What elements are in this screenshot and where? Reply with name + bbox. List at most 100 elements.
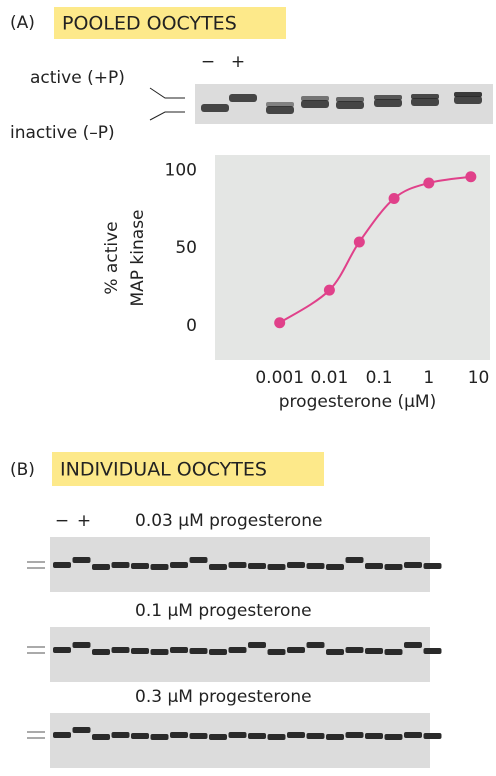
band bbox=[287, 647, 305, 653]
gel-label: 0.03 µM progesterone bbox=[135, 511, 322, 531]
band bbox=[53, 647, 71, 653]
x-axis-label: progesterone (µM) bbox=[279, 392, 436, 412]
band bbox=[326, 564, 344, 570]
band bbox=[131, 648, 149, 654]
band bbox=[228, 647, 247, 653]
panel-label: (A) bbox=[10, 13, 35, 33]
band bbox=[306, 563, 325, 569]
x-tick-label: 0.001 bbox=[255, 368, 304, 388]
band bbox=[365, 733, 383, 739]
chart: 0 50 100 0.001 0.01 0.1 1 10 progesterone (µM) % … bbox=[102, 155, 490, 412]
gel bbox=[50, 627, 430, 682]
band bbox=[287, 562, 305, 568]
lane-marker bbox=[27, 731, 45, 739]
band bbox=[374, 99, 402, 107]
data-point bbox=[465, 171, 477, 183]
band bbox=[92, 564, 110, 570]
band bbox=[111, 562, 130, 568]
band bbox=[374, 95, 402, 100]
band bbox=[150, 734, 169, 740]
band bbox=[301, 100, 329, 108]
band bbox=[189, 648, 208, 654]
x-tick-label: 0.01 bbox=[310, 368, 348, 388]
panel-title: POOLED OOCYTES bbox=[62, 13, 237, 35]
band bbox=[267, 564, 286, 570]
band bbox=[345, 732, 364, 738]
band bbox=[150, 649, 169, 655]
gel bbox=[50, 713, 430, 768]
x-tick-label: 10 bbox=[468, 368, 490, 388]
y-tick-label: 50 bbox=[175, 238, 197, 258]
lane-marker bbox=[27, 561, 45, 569]
band bbox=[306, 642, 325, 648]
title-highlight bbox=[52, 452, 324, 486]
band bbox=[266, 106, 294, 114]
band bbox=[131, 733, 149, 739]
y-tick-label: 0 bbox=[186, 316, 197, 336]
band bbox=[326, 649, 344, 655]
band bbox=[454, 96, 482, 104]
band-label: inactive (–P) bbox=[10, 123, 115, 143]
band bbox=[189, 733, 208, 739]
band bbox=[92, 734, 110, 740]
plot-area bbox=[215, 155, 490, 360]
band bbox=[404, 562, 422, 568]
band bbox=[306, 733, 325, 739]
band bbox=[345, 557, 364, 563]
band bbox=[72, 642, 91, 648]
band bbox=[287, 732, 305, 738]
band bbox=[423, 648, 442, 654]
lane-label: + bbox=[77, 511, 91, 531]
band bbox=[92, 649, 110, 655]
data-point bbox=[388, 192, 400, 204]
band bbox=[267, 734, 286, 740]
band bbox=[111, 647, 130, 653]
y-tick-label: 100 bbox=[165, 161, 197, 181]
band bbox=[170, 562, 188, 568]
panel-label: (B) bbox=[10, 460, 35, 480]
data-point bbox=[353, 236, 365, 248]
data-point bbox=[274, 317, 286, 329]
band bbox=[248, 733, 266, 739]
title-highlight bbox=[54, 7, 286, 39]
band bbox=[201, 104, 229, 112]
lane-label: − bbox=[201, 52, 215, 72]
y-axis-label: MAP kinase bbox=[128, 209, 148, 306]
band bbox=[384, 649, 403, 655]
band bbox=[209, 734, 227, 740]
band bbox=[170, 647, 188, 653]
band bbox=[111, 732, 130, 738]
band bbox=[72, 727, 91, 733]
band bbox=[209, 564, 227, 570]
panel-title: INDIVIDUAL OOCYTES bbox=[60, 459, 267, 481]
lane-label: − bbox=[55, 511, 69, 531]
band bbox=[150, 564, 169, 570]
band bbox=[454, 92, 482, 97]
band bbox=[53, 732, 71, 738]
gel-bands bbox=[27, 537, 442, 768]
band bbox=[266, 102, 294, 107]
band bbox=[365, 563, 383, 569]
band bbox=[336, 97, 364, 102]
x-tick-label: 0.1 bbox=[366, 368, 393, 388]
band bbox=[404, 642, 422, 648]
gel-bands bbox=[201, 92, 482, 114]
band bbox=[423, 563, 442, 569]
band bbox=[170, 732, 188, 738]
band bbox=[411, 94, 439, 99]
band bbox=[301, 96, 329, 101]
band bbox=[267, 649, 286, 655]
band bbox=[229, 94, 257, 102]
band bbox=[228, 732, 247, 738]
band-label: active (+P) bbox=[30, 68, 125, 88]
band bbox=[248, 563, 266, 569]
band bbox=[209, 649, 227, 655]
band bbox=[248, 642, 266, 648]
lane-label: + bbox=[231, 52, 245, 72]
band bbox=[72, 557, 91, 563]
bracket bbox=[149, 87, 185, 121]
x-tick-label: 1 bbox=[423, 368, 434, 388]
band bbox=[365, 648, 383, 654]
y-axis-label: % active bbox=[102, 221, 122, 294]
